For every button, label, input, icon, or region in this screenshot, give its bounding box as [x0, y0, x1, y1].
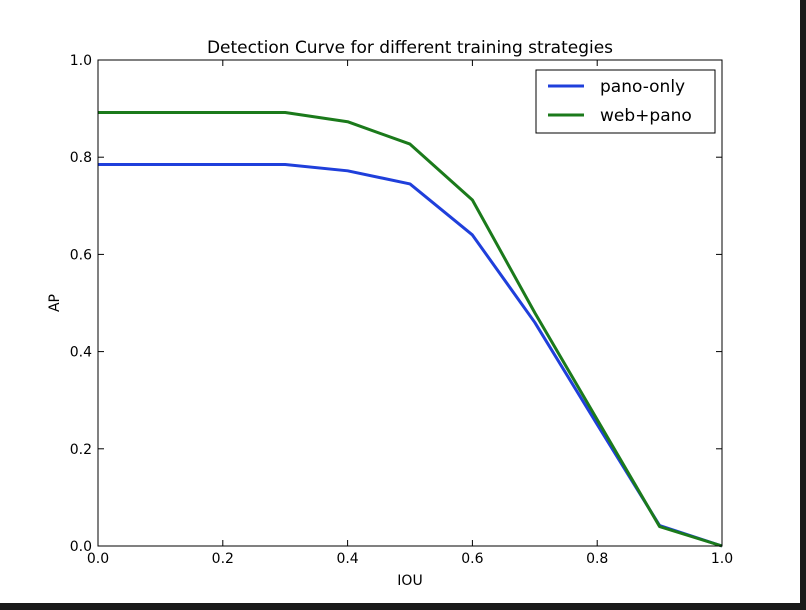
series-lines: [98, 110, 723, 548]
legend-label-pano-only: pano-only: [600, 77, 685, 97]
x-axis-label: IOU: [397, 573, 422, 589]
y-tick-label: 0.8: [70, 150, 92, 166]
x-tick-label: 0.4: [336, 551, 358, 567]
x-tick-label: 0.8: [586, 551, 608, 567]
legend-label-web-pano: web+pano: [600, 106, 692, 126]
x-tick-label: 0.0: [87, 551, 109, 567]
y-tick-label: 0.2: [70, 442, 92, 458]
y-tick-label: 0.0: [70, 539, 92, 555]
y-tick-label: 0.4: [70, 345, 92, 361]
plot-border: [97, 59, 723, 547]
y-axis-label: AP: [47, 294, 63, 312]
legend: pano-only web+pano: [535, 69, 716, 134]
y-tick-label: 0.6: [70, 247, 92, 263]
x-tick-label: 1.0: [711, 551, 733, 567]
chart-title: Detection Curve for different training s…: [207, 38, 613, 58]
x-tick-label: 0.2: [212, 551, 234, 567]
series-line-web-pano: [98, 110, 723, 548]
x-tick-label: 0.6: [461, 551, 483, 567]
y-tick-label: 1.0: [70, 53, 92, 69]
legend-box: [535, 69, 716, 134]
plot-area: [97, 59, 723, 547]
